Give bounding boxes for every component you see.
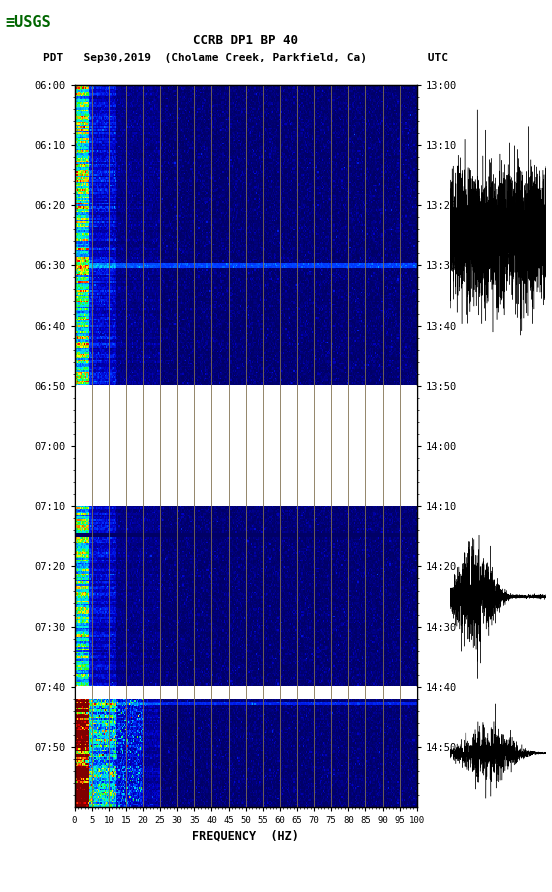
Text: PDT   Sep30,2019  (Cholame Creek, Parkfield, Ca)         UTC: PDT Sep30,2019 (Cholame Creek, Parkfield… bbox=[43, 53, 448, 63]
Bar bbox=[75, 386, 417, 507]
Text: CCRB DP1 BP 40: CCRB DP1 BP 40 bbox=[193, 34, 298, 46]
Bar bbox=[75, 687, 417, 699]
X-axis label: FREQUENCY  (HZ): FREQUENCY (HZ) bbox=[192, 830, 299, 842]
Text: ≡USGS: ≡USGS bbox=[6, 15, 51, 29]
